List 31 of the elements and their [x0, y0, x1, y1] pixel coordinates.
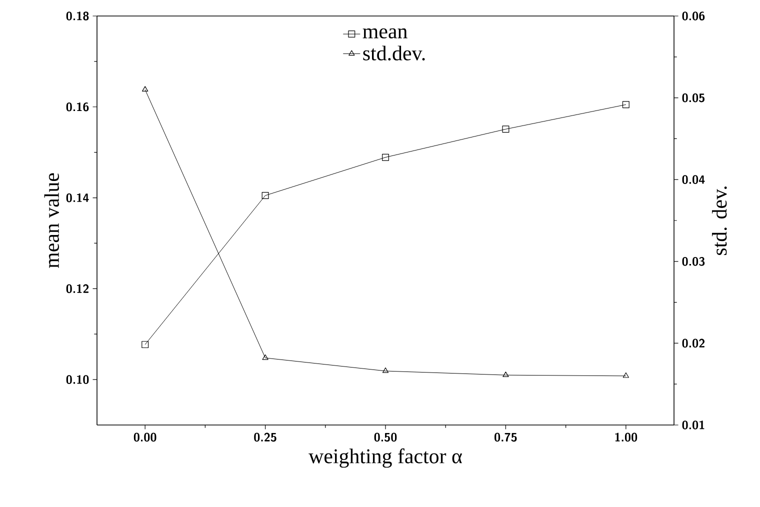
- x-tick-label: 1.00: [615, 432, 638, 442]
- x-tick-label: 0.00: [134, 432, 156, 442]
- point: [142, 341, 149, 348]
- point: [382, 154, 389, 161]
- legend-label: std.dev.: [363, 46, 425, 61]
- x-tick-label: 0.25: [254, 432, 276, 442]
- point: [382, 368, 389, 373]
- point: [502, 126, 510, 133]
- y-tick-label: 0.12: [66, 284, 89, 294]
- point: [262, 354, 268, 360]
- y2-tick-label: 0.04: [682, 175, 705, 184]
- x-tick-label: 0.75: [494, 432, 517, 442]
- y-tick-label: 0.18: [66, 12, 89, 20]
- x-tick-label: 0.50: [374, 432, 397, 442]
- y2-tick-label: 0.01: [682, 420, 704, 430]
- y-axis-title: mean value: [44, 173, 60, 268]
- x-axis-title: weighting factor α: [308, 448, 462, 468]
- y2-tick-label: 0.02: [682, 338, 704, 348]
- point: [622, 101, 630, 108]
- point: [142, 86, 148, 92]
- legend-label: mean: [362, 28, 408, 38]
- y2-tick-label: 0.03: [682, 256, 705, 266]
- y-tick-label: 0.10: [66, 375, 89, 384]
- y2-tick-label: 0.05: [682, 93, 704, 102]
- y-tick-label: 0.16: [66, 102, 89, 112]
- point: [262, 192, 269, 199]
- y2-axis-title: std. dev.: [712, 186, 727, 255]
- y2-tick-label: 0.06: [682, 12, 705, 20]
- point: [502, 372, 509, 377]
- y-tick-label: 0.14: [66, 193, 89, 202]
- point: [622, 372, 629, 378]
